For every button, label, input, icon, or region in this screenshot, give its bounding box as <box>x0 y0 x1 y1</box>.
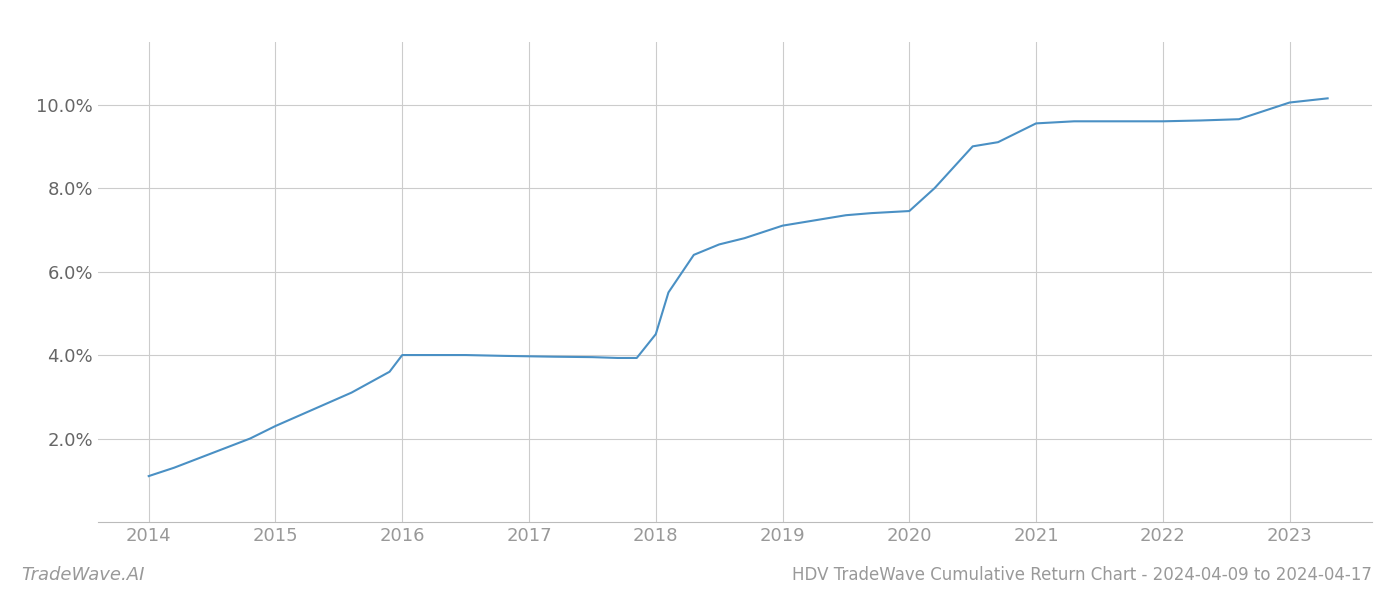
Text: HDV TradeWave Cumulative Return Chart - 2024-04-09 to 2024-04-17: HDV TradeWave Cumulative Return Chart - … <box>792 566 1372 584</box>
Text: TradeWave.AI: TradeWave.AI <box>21 566 146 584</box>
